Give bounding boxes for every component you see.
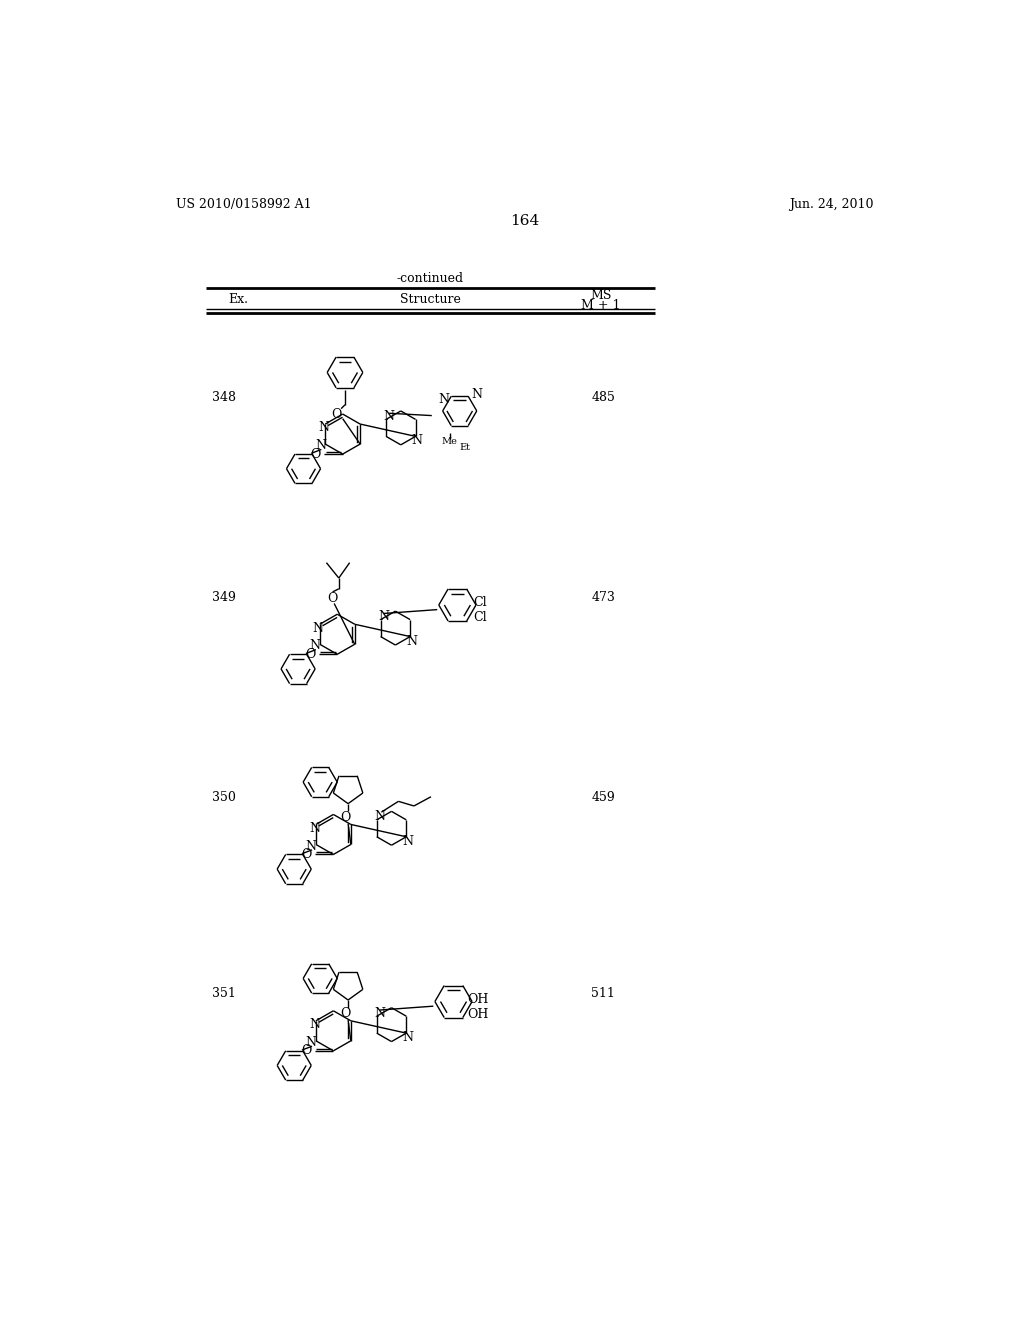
Text: N: N <box>306 840 316 853</box>
Text: N: N <box>471 388 482 401</box>
Text: N: N <box>407 635 417 648</box>
Text: 511: 511 <box>592 987 615 1001</box>
Text: N: N <box>378 610 389 623</box>
Text: Cl: Cl <box>473 611 486 624</box>
Text: 459: 459 <box>592 791 615 804</box>
Text: 473: 473 <box>592 591 615 603</box>
Text: N: N <box>402 1031 414 1044</box>
Text: M + 1: M + 1 <box>581 298 621 312</box>
Text: O: O <box>310 447 321 461</box>
Text: Cl: Cl <box>473 597 486 610</box>
Text: O: O <box>340 1007 350 1020</box>
Text: O: O <box>301 847 311 861</box>
Text: 164: 164 <box>510 214 540 228</box>
Text: O: O <box>340 810 350 824</box>
Text: 351: 351 <box>212 987 236 1001</box>
Text: Jun. 24, 2010: Jun. 24, 2010 <box>790 198 873 211</box>
Text: OH: OH <box>467 993 488 1006</box>
Text: 348: 348 <box>212 391 236 404</box>
Text: O: O <box>332 408 342 421</box>
Text: Structure: Structure <box>399 293 461 306</box>
Text: Et: Et <box>460 444 471 453</box>
Text: 349: 349 <box>212 591 236 603</box>
Text: N: N <box>438 393 450 405</box>
Text: N: N <box>309 1018 319 1031</box>
Text: US 2010/0158992 A1: US 2010/0158992 A1 <box>176 198 311 211</box>
Text: Me: Me <box>441 437 458 446</box>
Text: 350: 350 <box>212 791 236 804</box>
Text: N: N <box>318 421 329 434</box>
Text: MS: MS <box>590 289 611 302</box>
Text: Ex.: Ex. <box>228 293 249 306</box>
Text: -continued: -continued <box>396 272 464 285</box>
Text: OH: OH <box>467 1008 488 1020</box>
Text: N: N <box>375 810 385 824</box>
Text: N: N <box>384 409 394 422</box>
Text: O: O <box>305 648 315 661</box>
Text: N: N <box>375 1007 385 1019</box>
Text: O: O <box>301 1044 311 1057</box>
Text: N: N <box>412 434 423 447</box>
Text: O: O <box>328 591 338 605</box>
Text: 485: 485 <box>592 391 615 404</box>
Text: N: N <box>309 822 319 834</box>
Text: N: N <box>309 639 321 652</box>
Text: N: N <box>306 1036 316 1049</box>
Text: N: N <box>315 440 326 453</box>
Text: N: N <box>402 834 414 847</box>
Text: N: N <box>312 622 324 635</box>
